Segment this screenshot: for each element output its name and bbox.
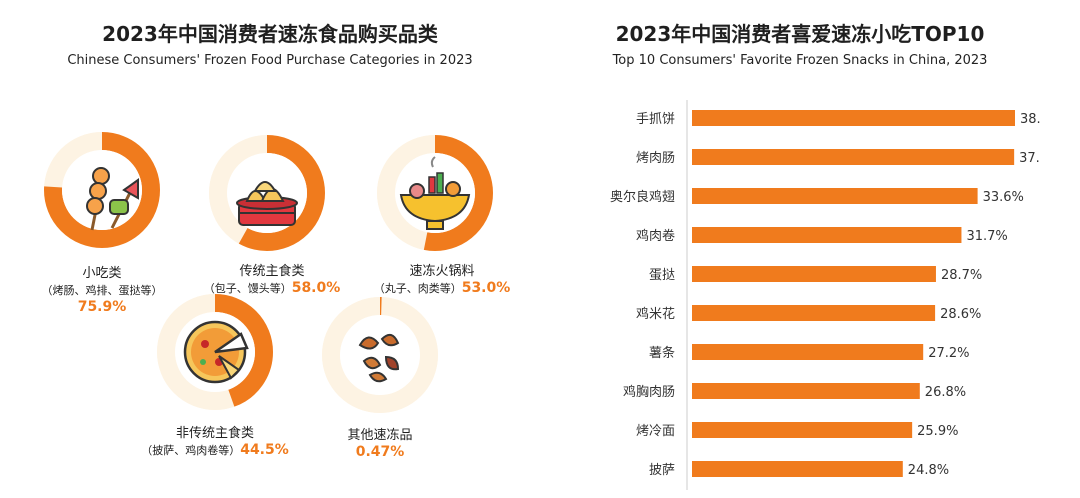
- category-label-snacks: 小吃类 （烤肠、鸡排、蛋挞等） 75.9%: [22, 265, 182, 316]
- category-value: 53.0%: [461, 280, 511, 296]
- category-detail: （披萨、鸡肉卷等）: [141, 444, 241, 457]
- donut-nontraditional: [155, 292, 275, 412]
- category-value: 44.5%: [240, 442, 289, 458]
- category-label-nontraditional: 非传统主食类 （披萨、鸡肉卷等）44.5%: [135, 425, 295, 459]
- hotpot-icon: [399, 156, 471, 230]
- bar: [692, 227, 962, 243]
- right-chart-title: 2023年中国消费者喜爱速冻小吃TOP10: [615, 22, 985, 46]
- value-label: 33.6%: [983, 190, 1024, 205]
- donut-arc: [44, 132, 160, 248]
- category-detail: （包子、馒头等）: [203, 282, 292, 295]
- bar: [692, 110, 1015, 126]
- bar: [692, 422, 913, 438]
- category-value: 0.47%: [355, 444, 405, 460]
- category-tick-label: 鸡米花: [636, 306, 675, 322]
- category-detail: （烤肠、鸡排、蛋挞等）: [41, 284, 163, 297]
- category-tick-label: 披萨: [649, 463, 675, 478]
- right-chart-subtitle: Top 10 Consumers' Favorite Frozen Snacks…: [612, 53, 988, 68]
- donut-traditional-staples: [207, 133, 327, 253]
- category-tick-label: 烤肉肠: [636, 151, 675, 166]
- bar: [692, 305, 936, 321]
- donut-arc: [209, 135, 325, 251]
- bar: [692, 188, 978, 204]
- category-tick-label: 薯条: [649, 345, 675, 361]
- category-label-traditional: 传统主食类 （包子、馒头等）58.0%: [192, 263, 352, 297]
- value-label: 28.6%: [940, 307, 981, 322]
- donut-arc: [157, 294, 273, 410]
- bar: [692, 344, 924, 360]
- category-name: 其他速冻品: [347, 428, 413, 443]
- category-name: 小吃类: [82, 266, 122, 281]
- category-tick-label: 鸡肉卷: [636, 228, 675, 244]
- value-label: 25.9%: [917, 424, 958, 439]
- donut-other: [320, 295, 440, 415]
- category-tick-label: 烤冷面: [636, 424, 675, 439]
- category-tick-label: 奥尔良鸡翅: [610, 189, 675, 205]
- category-tick-label: 手抓饼: [636, 112, 675, 127]
- snacks-icon: [358, 333, 400, 383]
- skewer-icon: [86, 167, 139, 231]
- left-chart-title: 2023年中国消费者速冻食品购买品类: [102, 22, 438, 46]
- value-label: 28.7%: [941, 268, 982, 283]
- category-tick-label: 蛋挞: [649, 267, 675, 283]
- donut-hotpot: [375, 133, 495, 253]
- category-label-other: 其他速冻品 0.47%: [300, 427, 460, 461]
- value-label: 24.8%: [908, 463, 949, 478]
- donut-arc: [322, 297, 438, 413]
- left-chart-subtitle: Chinese Consumers' Frozen Food Purchase …: [67, 53, 473, 68]
- category-label-hotpot: 速冻火锅料 （丸子、肉类等）53.0%: [362, 263, 522, 297]
- bar-chart: 手抓饼 38.0% 烤肉肠 37.9% 奥尔良鸡翅 33.6% 鸡肉卷 31.7% 蛋挞 28.7…: [610, 100, 1040, 490]
- category-name: 传统主食类: [239, 264, 305, 279]
- value-label: 37.9%: [1019, 151, 1040, 166]
- pizza-icon: [183, 320, 249, 384]
- donut-hole: [340, 315, 420, 395]
- bar: [692, 149, 1015, 165]
- category-name: 速冻火锅料: [409, 264, 475, 279]
- category-detail: （丸子、肉类等）: [373, 282, 462, 295]
- bar: [692, 266, 936, 282]
- value-label: 26.8%: [925, 385, 966, 400]
- category-name: 非传统主食类: [175, 426, 254, 441]
- bar: [692, 461, 903, 477]
- donut-arc: [377, 135, 493, 251]
- value-label: 31.7%: [966, 229, 1007, 244]
- category-value: 75.9%: [77, 299, 127, 315]
- value-label: 38.0%: [1020, 112, 1040, 127]
- bar: [692, 383, 920, 399]
- donut-ring: [322, 297, 438, 413]
- category-value: 58.0%: [291, 280, 341, 296]
- value-label: 27.2%: [928, 346, 969, 361]
- donut-snacks: [42, 130, 162, 250]
- steamed-bun-icon: [236, 181, 298, 226]
- category-tick-label: 鸡胸肉肠: [623, 384, 675, 400]
